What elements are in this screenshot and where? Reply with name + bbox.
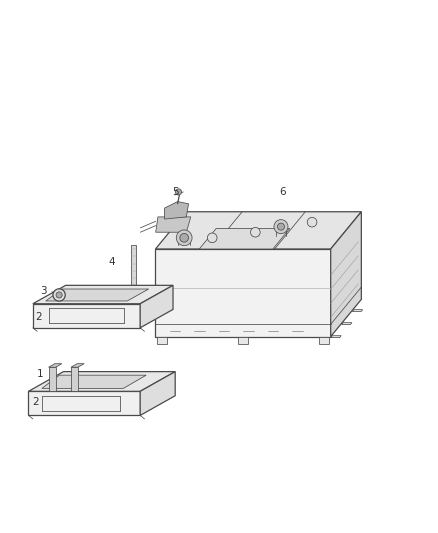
Circle shape <box>251 228 260 237</box>
Circle shape <box>307 217 317 227</box>
Text: 6: 6 <box>279 187 286 197</box>
Circle shape <box>56 292 62 298</box>
Text: 1: 1 <box>37 369 44 379</box>
Polygon shape <box>199 229 290 249</box>
Text: 4: 4 <box>108 257 115 267</box>
Polygon shape <box>33 304 140 328</box>
Polygon shape <box>342 322 352 325</box>
Polygon shape <box>131 245 136 295</box>
Polygon shape <box>157 336 167 344</box>
Text: 3: 3 <box>40 286 47 296</box>
Polygon shape <box>164 201 188 219</box>
Polygon shape <box>155 249 331 336</box>
Polygon shape <box>331 336 341 337</box>
Circle shape <box>274 220 288 233</box>
Polygon shape <box>28 391 140 415</box>
Polygon shape <box>71 367 78 391</box>
Circle shape <box>175 189 182 195</box>
Polygon shape <box>49 364 62 367</box>
Polygon shape <box>156 217 191 232</box>
Polygon shape <box>33 285 173 304</box>
Text: 2: 2 <box>35 312 42 322</box>
Polygon shape <box>238 336 248 344</box>
Polygon shape <box>71 364 84 367</box>
Circle shape <box>180 233 188 242</box>
Polygon shape <box>28 372 175 391</box>
Circle shape <box>176 230 192 246</box>
Polygon shape <box>352 310 363 311</box>
Circle shape <box>53 289 65 301</box>
Polygon shape <box>140 372 175 415</box>
Text: 5: 5 <box>172 187 179 197</box>
Polygon shape <box>319 336 329 344</box>
Circle shape <box>277 223 285 230</box>
Polygon shape <box>140 285 173 328</box>
Polygon shape <box>42 375 146 389</box>
Polygon shape <box>155 212 361 249</box>
Text: 2: 2 <box>32 397 39 407</box>
Polygon shape <box>49 367 56 391</box>
Circle shape <box>207 233 217 243</box>
Polygon shape <box>331 212 361 336</box>
Polygon shape <box>46 289 148 301</box>
